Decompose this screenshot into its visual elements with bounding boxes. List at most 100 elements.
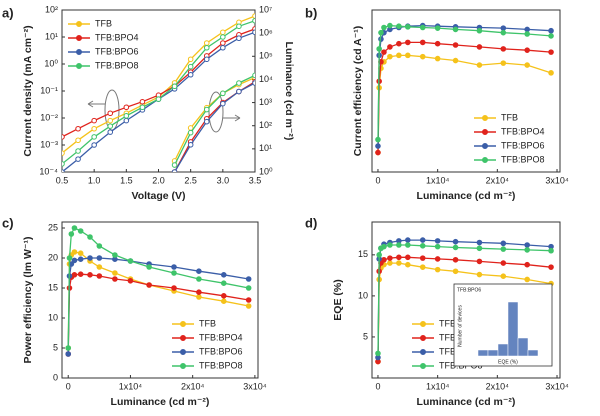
data-point [203, 106, 210, 113]
data-point [419, 53, 426, 60]
data-point [139, 98, 146, 105]
data-point [187, 141, 194, 148]
data-point [381, 24, 387, 31]
data-point [434, 256, 441, 262]
data-point [452, 26, 459, 33]
data-point [476, 239, 483, 246]
data-point [96, 273, 103, 279]
x-tick-label: 0 [66, 381, 71, 391]
data-point [96, 243, 103, 249]
data-point [220, 40, 226, 46]
data-point [71, 257, 78, 264]
legend-marker [180, 349, 186, 355]
data-point [127, 258, 134, 264]
x-tick-label: 1x10⁴ [119, 381, 143, 391]
y-tick-label: 10 [358, 290, 368, 300]
data-point [405, 242, 411, 248]
x-axis-label: Voltage (V) [131, 190, 185, 202]
data-point [236, 23, 242, 30]
legend-marker [76, 35, 82, 41]
data-point [236, 35, 242, 42]
data-point [405, 261, 411, 268]
x-tick-label: 1x10⁴ [426, 381, 450, 391]
data-point [524, 276, 530, 283]
data-point [203, 118, 210, 125]
data-point [77, 256, 84, 263]
data-point [112, 276, 118, 282]
data-point [77, 250, 84, 256]
data-point [434, 266, 441, 273]
data-point [405, 254, 411, 261]
legend-label: TFB [439, 318, 456, 328]
data-point [62, 150, 65, 156]
data-point [220, 34, 226, 40]
data-point [500, 60, 507, 66]
data-point [405, 52, 411, 59]
data-point [203, 44, 210, 51]
panel-label: a) [2, 5, 14, 20]
data-point [387, 44, 393, 50]
data-point [75, 148, 81, 154]
histogram-bar [487, 349, 499, 357]
data-point [196, 276, 202, 282]
histogram-bar [497, 343, 509, 357]
data-point [187, 63, 194, 70]
y-axis-label: EQE (%) [332, 279, 344, 320]
data-point [500, 273, 507, 279]
data-point [220, 90, 226, 97]
arrow-right [223, 114, 241, 122]
data-point [405, 24, 411, 30]
data-point [71, 272, 78, 278]
legend-label: TFB:BPO6 [95, 46, 139, 56]
y-tick-label: 15 [48, 282, 58, 292]
y2-tick-label: 10⁵ [259, 51, 273, 61]
legend-marker [420, 321, 426, 327]
legend-label: TFB [95, 18, 112, 28]
x-tick-label: 2x10⁴ [486, 175, 510, 185]
data-point [452, 256, 459, 263]
data-point [171, 285, 177, 291]
data-point [96, 255, 103, 261]
data-point [107, 123, 114, 129]
y2-tick-label: 10¹ [259, 143, 272, 153]
legend-marker [180, 321, 186, 327]
histogram-bar [517, 337, 529, 357]
data-point [187, 56, 194, 63]
legend-marker [76, 63, 82, 69]
data-point [87, 255, 93, 261]
y-tick-label: 10⁰ [44, 58, 58, 68]
data-point [387, 242, 393, 248]
data-point [524, 242, 530, 248]
data-point [171, 270, 177, 276]
data-point [500, 46, 507, 52]
data-point [452, 238, 459, 245]
data-point [500, 29, 507, 36]
data-point [220, 100, 226, 107]
data-point [476, 27, 483, 34]
data-point [220, 280, 227, 287]
legend-label: TFB:BPO8 [95, 60, 139, 70]
data-point [87, 272, 93, 278]
legend-marker [482, 115, 488, 121]
data-point [396, 260, 402, 266]
data-point [381, 49, 387, 55]
x-tick-label: 2.0 [152, 175, 165, 185]
data-point [548, 247, 554, 254]
legend-label: TFB:BPO6 [501, 140, 545, 150]
data-point [77, 271, 84, 278]
legend-marker [420, 363, 426, 369]
data-point [405, 39, 411, 46]
data-point [68, 231, 75, 237]
data-point [65, 345, 72, 351]
x-tick-label: 3x10⁴ [545, 381, 569, 391]
plot-area [65, 225, 252, 357]
data-point [245, 285, 252, 291]
data-point [419, 255, 426, 261]
legend-marker [420, 349, 426, 355]
data-point [396, 254, 402, 261]
y2-tick-label: 10⁴ [259, 74, 273, 84]
plot-frame [371, 221, 561, 379]
data-point [376, 252, 382, 258]
data-point [66, 255, 73, 261]
y-tick-label: 10⁻⁴ [39, 166, 58, 176]
